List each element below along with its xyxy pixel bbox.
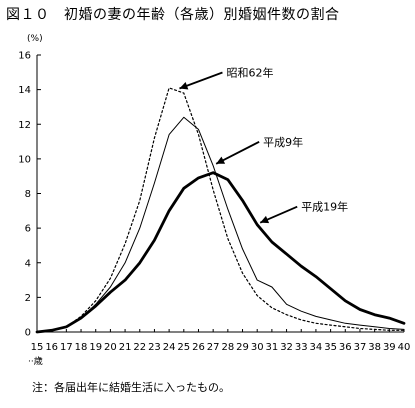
y-tick-label: 14 — [18, 85, 31, 96]
y-axis-ticks: 0 2 4 6 8 10 12 14 16 — [18, 51, 41, 339]
y-axis-unit: (%) — [27, 34, 43, 44]
y-tick-label: 10 — [18, 154, 31, 165]
annotation-arrow — [215, 140, 260, 165]
x-tick-label: 27 — [207, 342, 220, 353]
x-tick-label: 17 — [60, 342, 73, 353]
annotation-arrowhead — [260, 215, 270, 224]
annotation-label: 平成19年 — [301, 200, 348, 214]
axes — [36, 55, 404, 333]
annotation-label: 平成9年 — [263, 135, 303, 149]
x-tick-label: 18 — [75, 342, 88, 353]
chart-title: 図１０ 初婚の妻の年齢（各歳）別婚姻件数の割合 — [6, 7, 340, 23]
x-tick-label: 40 — [398, 342, 411, 353]
x-axis-ticks: 15 16 17 18 19 20 21 22 23 24 25 26 27 28 29 30 31 32 33 34… — [31, 329, 411, 353]
chart-note: 注：各届出年に結婚生活に入ったもの。 — [32, 381, 230, 394]
x-tick-label: 29 — [236, 342, 249, 353]
x-tick-label: 26 — [192, 342, 205, 353]
x-tick-label: 36 — [339, 342, 352, 353]
y-tick-label: 4 — [25, 258, 31, 269]
series-group — [35, 87, 406, 334]
y-tick-label: 12 — [18, 120, 31, 131]
x-tick-label: 28 — [221, 342, 234, 353]
x-tick-label: 39 — [383, 342, 396, 353]
x-tick-label: 32 — [280, 342, 293, 353]
y-tick-label: 2 — [25, 293, 31, 304]
x-tick-label: 24 — [163, 342, 176, 353]
x-tick-label: 33 — [295, 342, 308, 353]
x-tick-label: 16 — [45, 342, 58, 353]
x-tick-label: 38 — [368, 342, 381, 353]
series-line-0 — [36, 87, 405, 333]
y-tick-label: 0 — [25, 328, 31, 339]
y-tick-label: 8 — [25, 189, 31, 200]
x-axis-unit: ··歳 — [28, 355, 43, 367]
x-tick-label: 15 — [31, 342, 44, 353]
x-tick-label: 31 — [266, 342, 279, 353]
y-tick-label: 6 — [25, 224, 31, 235]
x-tick-label: 19 — [89, 342, 102, 353]
x-tick-label: 20 — [104, 342, 117, 353]
y-tick-label: 16 — [18, 51, 31, 62]
annotation-arrowhead — [179, 81, 189, 90]
series-line-1 — [36, 116, 405, 333]
x-tick-label: 30 — [251, 342, 264, 353]
x-tick-label: 35 — [324, 342, 337, 353]
x-tick-label: 34 — [310, 342, 323, 353]
x-tick-label: 23 — [148, 342, 161, 353]
annotation-arrowhead — [216, 156, 226, 164]
annotation-label: 昭和62年 — [226, 65, 273, 79]
x-tick-label: 22 — [133, 342, 146, 353]
x-tick-label: 21 — [119, 342, 132, 353]
x-tick-label: 25 — [177, 342, 190, 353]
x-tick-label: 37 — [354, 342, 367, 353]
series-line-2 — [35, 171, 406, 334]
